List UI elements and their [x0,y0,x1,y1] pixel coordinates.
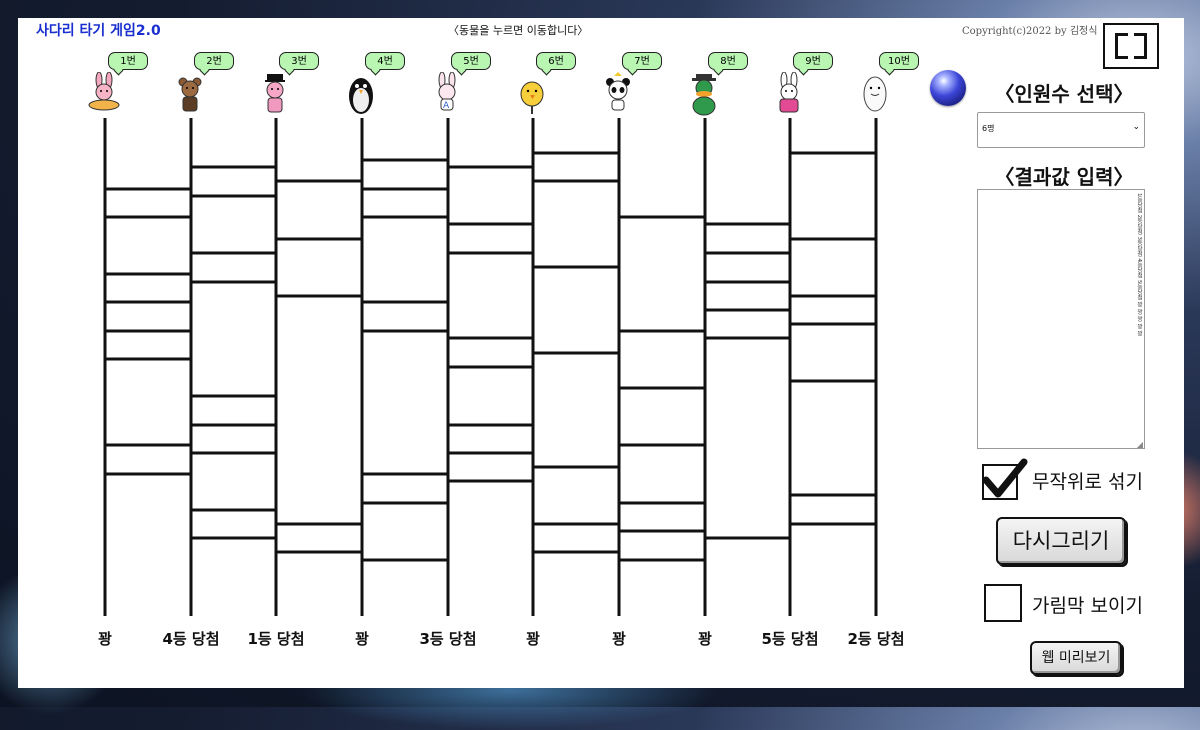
player-number-tag: 8번 [708,52,748,70]
player-number-tag: 7번 [622,52,662,70]
result-input-text: 1등당첨 2등당첨 3등당첨 4등당첨 5등당첨 꽝 꽝 꽝 꽝 꽝 [1136,193,1142,337]
chevron-down-icon: ⌄ [1132,122,1140,132]
rabbit-hanbok-icon[interactable] [771,71,809,118]
white-bunny-icon[interactable]: A [429,71,467,118]
orb-button[interactable] [930,70,966,106]
result-label: 4등 당첨 [162,630,220,648]
result-label: 꽝 [698,630,712,648]
svg-text:A: A [443,101,450,111]
player-number-tag: 2번 [194,52,234,70]
player-count-heading: 〈인원수 선택〉 [994,82,1134,106]
result-input-textarea[interactable]: 1등당첨 2등당첨 3등당첨 4등당첨 5등당첨 꽝 꽝 꽝 꽝 꽝 ◢ [977,189,1145,449]
fullscreen-button[interactable] [1103,23,1159,69]
pink-bunny-icon[interactable] [86,71,124,118]
panda-icon[interactable] [600,72,638,118]
player-number-tag: 4번 [365,52,405,70]
result-label: 꽝 [355,630,369,648]
redraw-button[interactable]: 다시그리기 [996,517,1126,565]
fullscreen-icon-corner [1134,46,1147,59]
player-number-tag: 3번 [279,52,319,70]
chick-icon[interactable] [514,72,552,118]
player-number-tag: 9번 [793,52,833,70]
curtain-label: 가림막 보이기 [1032,595,1143,617]
instruction-text: 〈동물을 누르면 이동합니다〉 [448,24,589,37]
player-number-tag: 5번 [451,52,491,70]
curtain-checkbox[interactable] [984,584,1022,622]
player-number-tag: 10번 [879,52,919,70]
fullscreen-icon-corner [1134,33,1147,46]
checkmark-icon [982,458,1028,498]
result-label: 꽝 [526,630,540,648]
result-label: 1등 당첨 [247,630,305,648]
web-preview-button[interactable]: 웹 미리보기 [1030,641,1122,675]
shuffle-label: 무작위로 섞기 [1032,471,1143,493]
player-number-tag: 6번 [536,52,576,70]
game-board: 사다리 타기 게임2.0 〈동물을 누르면 이동합니다〉 Copyright(c… [18,18,1184,688]
result-label: 3등 당첨 [419,630,477,648]
green-duck-icon[interactable] [686,72,724,118]
result-label: 꽝 [612,630,626,648]
fullscreen-icon-corner [1115,46,1128,59]
fullscreen-icon [1115,33,1128,46]
seal-icon[interactable] [857,72,895,118]
player-number-tag: 1번 [108,52,148,70]
result-input-heading: 〈결과값 입력〉 [994,165,1134,189]
app-title: 사다리 타기 게임2.0 [36,23,161,39]
resize-handle-icon[interactable]: ◢ [1136,440,1143,449]
brown-bear-icon[interactable] [172,72,210,118]
shuffle-checkbox[interactable] [982,458,1028,500]
pink-pig-icon[interactable] [257,72,295,118]
player-count-select[interactable]: 6명 ⌄ [977,112,1145,148]
ladder-canvas [103,118,878,616]
penguin-icon[interactable] [343,72,381,118]
player-count-value: 6명 [982,124,995,133]
result-label: 2등 당첨 [847,630,905,648]
result-label: 꽝 [98,630,112,648]
copyright-text: Copyright(c)2022 by 김정식 [962,26,1098,37]
result-label: 5등 당첨 [761,630,819,648]
